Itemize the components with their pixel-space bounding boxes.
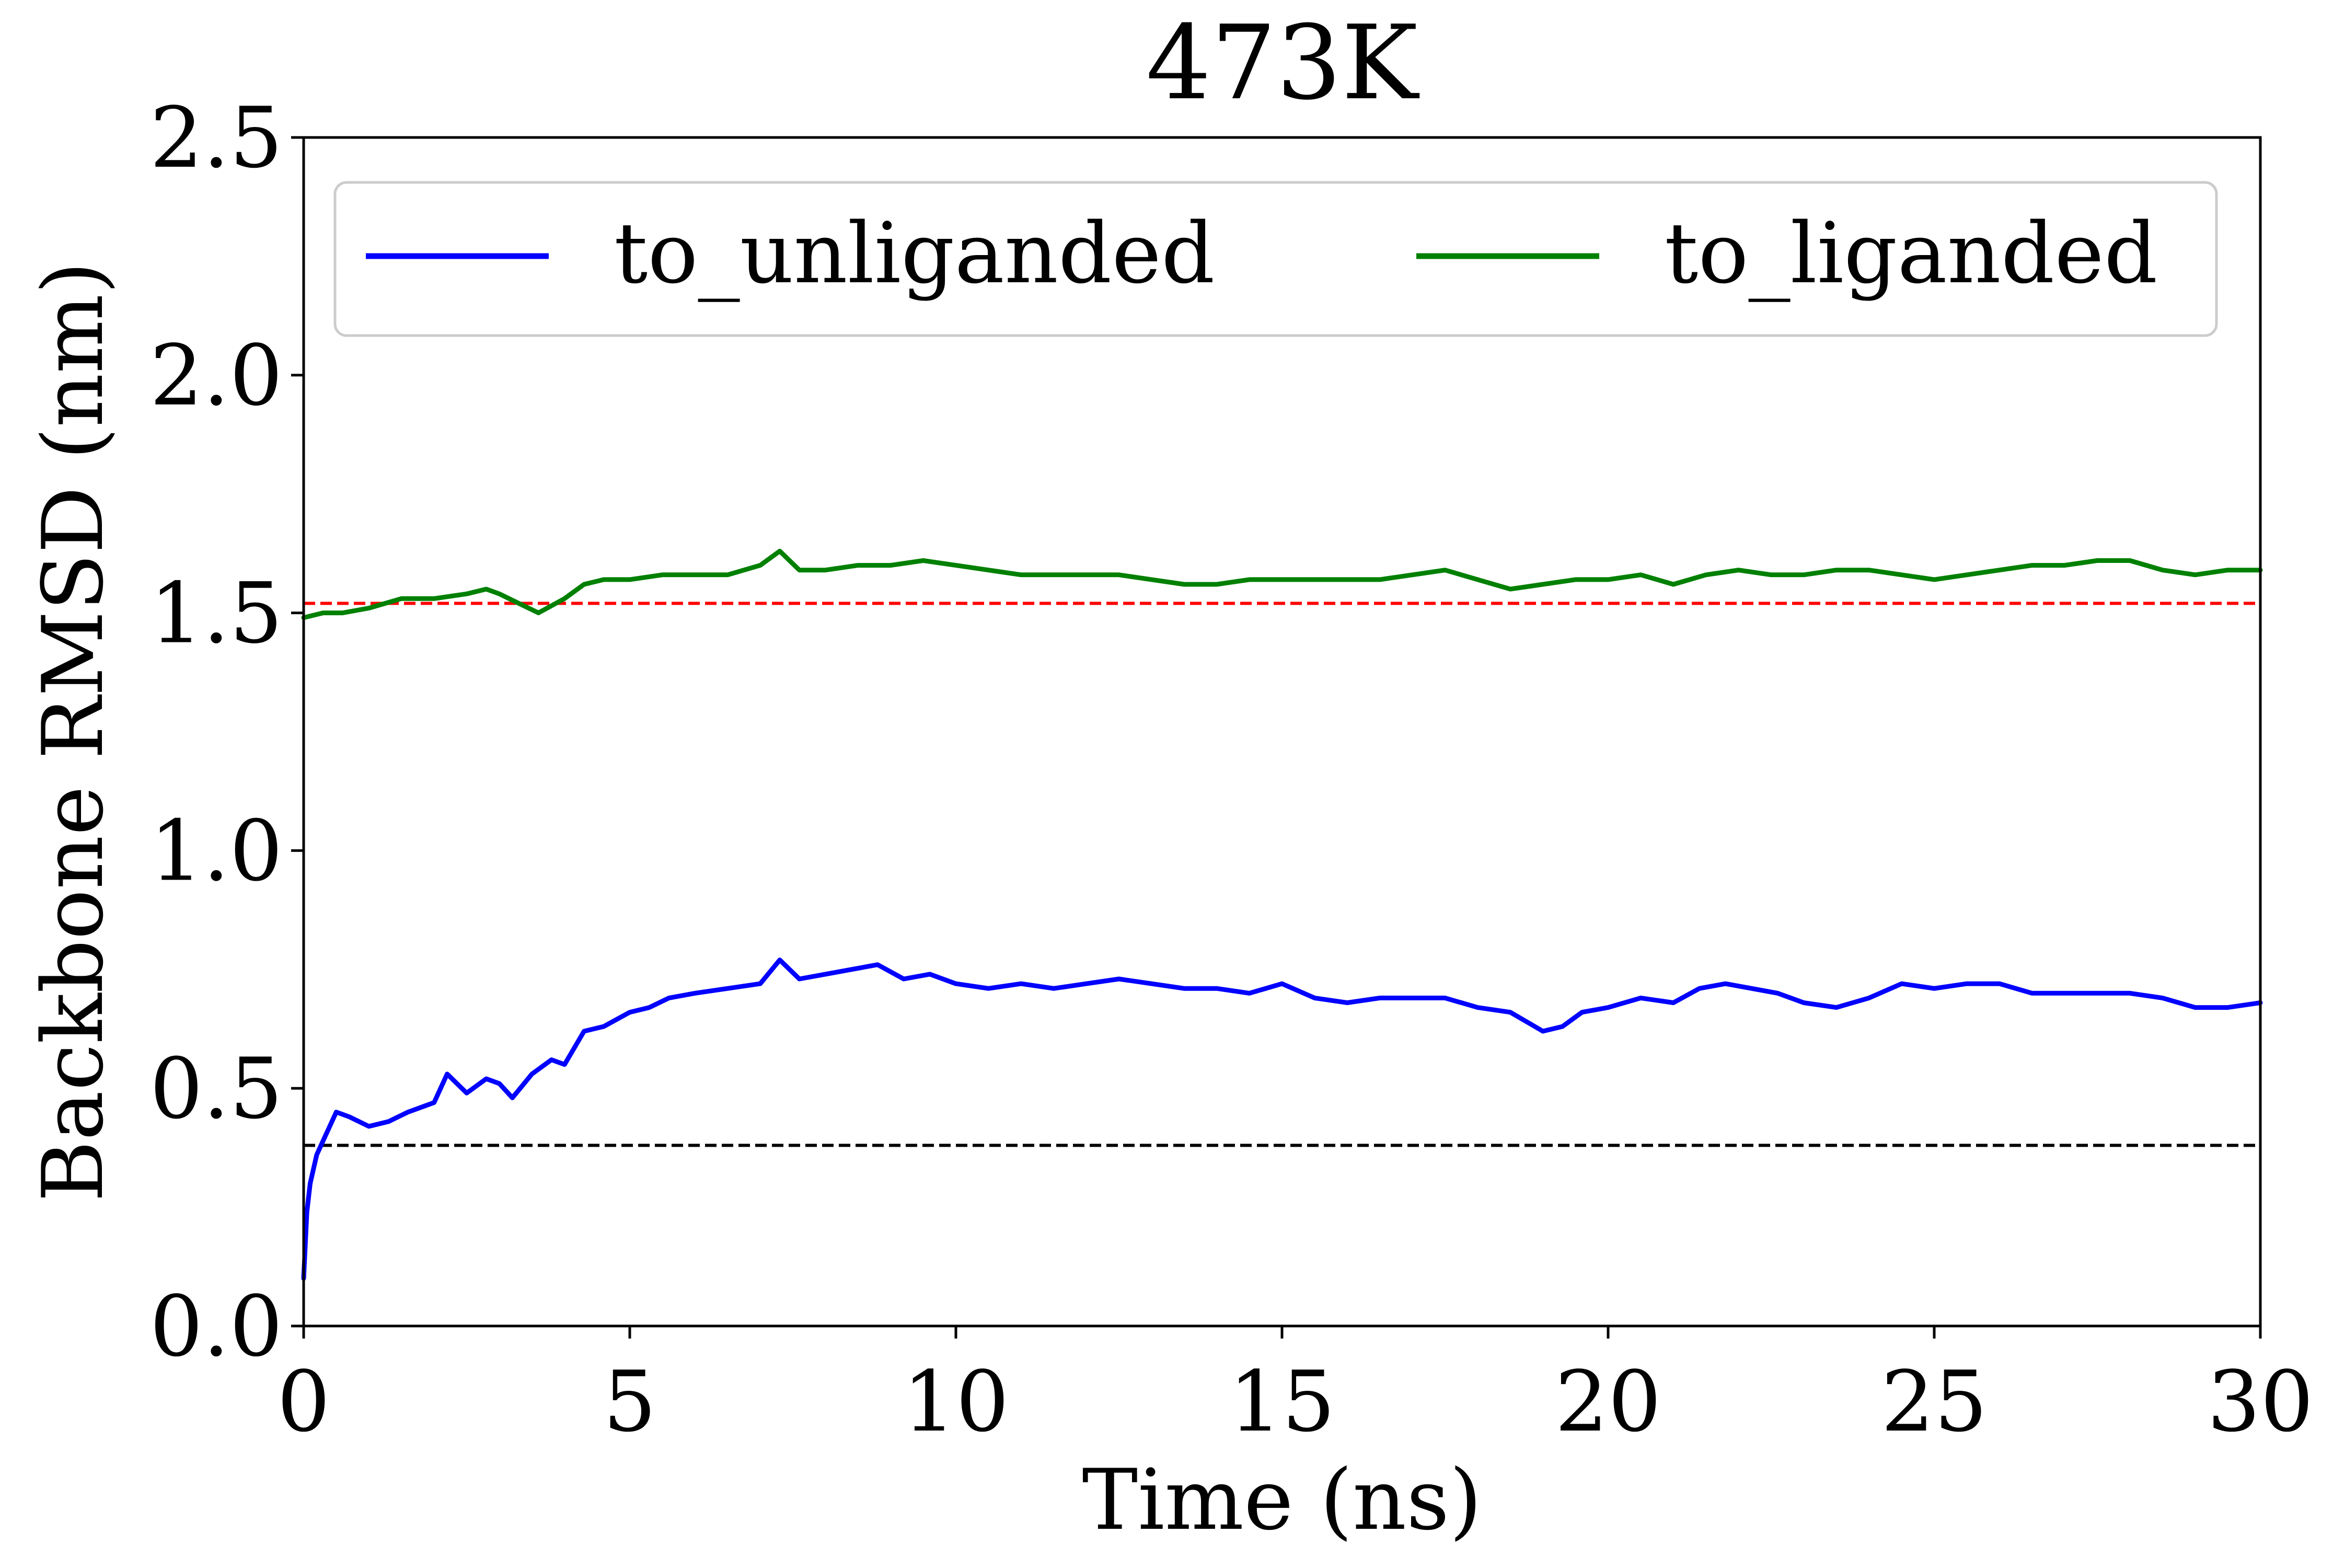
legend: to_unliganded to_liganded: [333, 181, 2218, 337]
series-lines: [301, 548, 2263, 1281]
y-axis-label: Backbone RMSD (nm): [24, 261, 122, 1202]
series-line-to-liganded: [301, 548, 2263, 620]
x-tick-label: 30: [2207, 1353, 2314, 1450]
y-tick-label: 0.0: [150, 1277, 283, 1375]
x-tick-label: 15: [1229, 1353, 1335, 1450]
x-tick-label: 10: [903, 1353, 1009, 1450]
y-tick-label: 1.0: [150, 802, 283, 900]
y-tick-label: 0.5: [150, 1040, 283, 1137]
y-tick-label: 2.5: [150, 89, 283, 187]
x-tick-label: 0: [277, 1353, 330, 1450]
legend-box: [333, 181, 2218, 337]
y-tick-label: 2.0: [150, 327, 283, 424]
legend-label-to-unliganded: to_unliganded: [614, 204, 1215, 302]
y-axis-ticks: 0.0 0.5 1.0 1.5 2.0 2.5: [150, 89, 304, 1375]
y-tick-label: 1.5: [150, 564, 283, 662]
x-axis-label: Time (ns): [1082, 1451, 1482, 1549]
reference-lines: [304, 602, 2260, 1147]
legend-label-to-liganded: to_liganded: [1665, 204, 2157, 302]
x-tick-label: 5: [603, 1353, 656, 1450]
x-axis-ticks: 0 5 10 15 20 25 30: [277, 1326, 2314, 1450]
chart-title: 473K: [1146, 4, 1420, 123]
x-tick-label: 20: [1555, 1353, 1661, 1450]
x-tick-label: 25: [1881, 1353, 1988, 1450]
series-line-to-unliganded: [301, 958, 2263, 1281]
